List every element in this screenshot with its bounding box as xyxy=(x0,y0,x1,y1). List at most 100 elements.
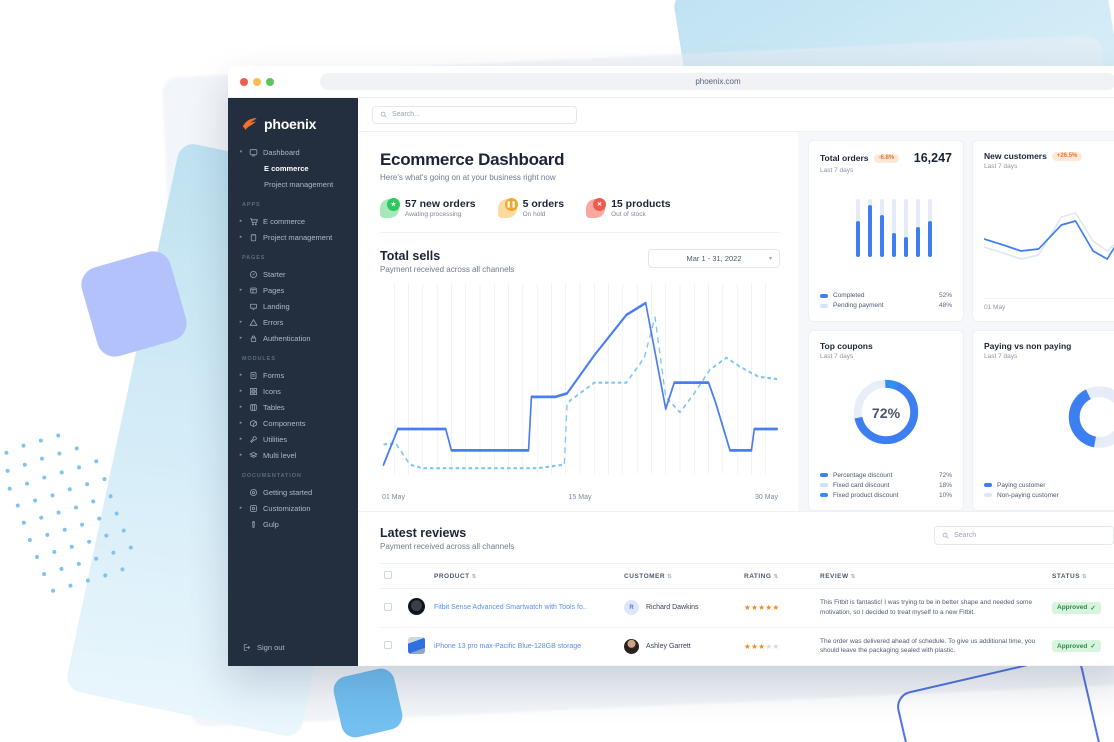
sidebar-section-documentation: DOCUMENTATION xyxy=(242,473,302,479)
sort-icon: ⇅ xyxy=(667,573,673,580)
sidebar-item-apps-ecommerce[interactable]: ▸ E commerce xyxy=(228,213,358,229)
chevron-right-icon: ▸ xyxy=(239,452,243,458)
sidebar-item-utilities[interactable]: ▸ Utilities xyxy=(228,431,358,447)
row-checkbox-cell[interactable] xyxy=(380,588,404,628)
table-header-row: PRODUCT ⇅ CUSTOMER ⇅ RATING ⇅ REVIEW ⇅ STATU… xyxy=(380,563,1114,589)
sidebar: phoenix ▾ Dashboard E commerce Project m… xyxy=(228,98,358,666)
stat-strip: ★ 57 new orders Awating processing ❚❚ 5 … xyxy=(380,197,780,233)
table-row[interactable]: Fitbit Sense Advanced Smartwatch with To… xyxy=(380,588,1114,628)
column-rating[interactable]: RATING ⇅ xyxy=(740,563,816,589)
table-row[interactable]: iPhone 13 pro max-Pacific Blue-128GB sto… xyxy=(380,627,1114,666)
row-status-cell: Approved ✓ xyxy=(1048,588,1114,628)
chevron-down-icon: ▾ xyxy=(768,256,772,262)
sidebar-item-components[interactable]: ▸ Components xyxy=(228,415,358,431)
chevron-right-icon: ▸ xyxy=(239,404,243,410)
sidebar-item-errors[interactable]: ▸ Errors xyxy=(228,314,358,330)
column-status[interactable]: STATUS ⇅ xyxy=(1048,563,1114,589)
donut-center-value: 72% xyxy=(872,405,901,421)
checkbox-icon[interactable] xyxy=(384,641,392,650)
stat-label: On hold xyxy=(522,211,546,218)
product-link[interactable]: iPhone 13 pro max-Pacific Blue-128GB sto… xyxy=(434,642,582,650)
column-review[interactable]: REVIEW ⇅ xyxy=(816,563,1048,589)
status-label: Approved xyxy=(1057,604,1088,612)
legend-swatch xyxy=(820,303,828,308)
sidebar-item-getting-started[interactable]: Getting started xyxy=(228,484,358,500)
series-previous xyxy=(984,211,1114,260)
date-range-select[interactable]: Mar 1 - 31, 2022 ▾ xyxy=(648,249,780,268)
minimize-window-icon[interactable] xyxy=(253,77,261,86)
checkbox-icon[interactable] xyxy=(384,602,392,611)
sidebar-subitem-ecommerce[interactable]: E commerce xyxy=(264,163,309,173)
card-paying-vs-non-paying: Paying vs non paying Last 7 days xyxy=(972,329,1114,511)
card-title-text: Top coupons xyxy=(820,340,873,351)
sidebar-item-icons[interactable]: ▸ Icons xyxy=(228,383,358,399)
product-link[interactable]: Fitbit Sense Advanced Smartwatch with To… xyxy=(434,604,587,612)
column-label: STATUS xyxy=(1052,572,1081,580)
sidebar-section-apps: APPS xyxy=(242,202,261,208)
card-total-orders: Total orders -6.8% 16,247 Last 7 days xyxy=(808,140,964,322)
sort-icon: ⇅ xyxy=(850,573,856,580)
sign-out-button[interactable]: Sign out xyxy=(228,633,358,666)
star-badge-icon: ★ xyxy=(380,197,400,218)
sidebar-item-customization[interactable]: ▸ Customization xyxy=(228,500,358,516)
sidebar-item-label: Gulp xyxy=(263,519,279,529)
close-window-icon[interactable] xyxy=(240,77,248,86)
traffic-lights[interactable] xyxy=(240,77,274,86)
legend-label: Fixed product discount xyxy=(833,491,899,499)
status-label: Approved xyxy=(1057,642,1088,650)
rating-stars: ★★★★★ xyxy=(744,641,780,651)
cards-row-2: Top coupons Last 7 days 72% xyxy=(808,329,1114,511)
brand[interactable]: phoenix xyxy=(228,108,358,144)
settings-icon xyxy=(249,504,258,513)
column-product[interactable]: PRODUCT ⇅ xyxy=(430,563,620,589)
column-label: CUSTOMER xyxy=(624,572,666,580)
url-text: phoenix.com xyxy=(695,77,741,86)
rocket-icon xyxy=(249,488,258,497)
sidebar-item-apps-project-management[interactable]: ▸ Project management xyxy=(228,229,358,245)
stat-on-hold[interactable]: ❚❚ 5 orders On hold xyxy=(497,197,565,218)
status-badge: Approved ✓ xyxy=(1052,601,1101,614)
card-new-customers: New customers +26.5% Last 7 days xyxy=(972,140,1114,322)
reviews-search-input[interactable]: Search xyxy=(934,526,1114,545)
select-all-header[interactable] xyxy=(380,563,404,589)
chevron-right-icon: ▸ xyxy=(239,287,243,293)
sidebar-item-authentication[interactable]: ▸ Authentication xyxy=(228,330,358,346)
x-tick: 30 May xyxy=(755,494,778,501)
stat-new-orders[interactable]: ★ 57 new orders Awating processing xyxy=(380,197,476,218)
url-bar[interactable]: phoenix.com xyxy=(320,73,1114,90)
sign-out-label: Sign out xyxy=(257,643,285,652)
sidebar-item-dashboard[interactable]: ▾ Dashboard xyxy=(228,144,358,160)
sidebar-item-landing[interactable]: Landing xyxy=(228,298,358,314)
row-thumb-cell xyxy=(404,627,430,666)
sidebar-item-label: Tables xyxy=(263,402,285,412)
sidebar-item-pages[interactable]: ▸ Pages xyxy=(228,282,358,298)
stat-out-of-stock[interactable]: ✕ 15 products Out of stock xyxy=(586,197,671,218)
sidebar-item-gulp[interactable]: Gulp xyxy=(228,516,358,532)
sort-icon: ⇅ xyxy=(1082,573,1088,580)
card-legend: Paying customer Non-paying customer xyxy=(984,480,1114,500)
chart-gridlines xyxy=(393,284,767,475)
maximize-window-icon[interactable] xyxy=(266,77,274,86)
card-axis-label: 01 May xyxy=(984,297,1114,311)
legend-label: Paying customer xyxy=(997,481,1046,489)
checkbox-icon[interactable] xyxy=(384,571,392,579)
sidebar-item-starter[interactable]: Starter xyxy=(228,266,358,282)
card-legend: Completed 52% Pending payment 48% xyxy=(820,291,952,311)
x-tick: 15 May xyxy=(568,494,592,501)
stat-value: 5 orders xyxy=(522,198,565,210)
search-input[interactable]: Search... xyxy=(372,105,577,124)
main-area: Search... Ecommerce Dashboard Here's wha… xyxy=(358,98,1114,666)
sidebar-item-label: Customization xyxy=(263,503,311,513)
sidebar-item-tables[interactable]: ▸ Tables xyxy=(228,399,358,415)
series-previous-period xyxy=(383,316,778,470)
column-customer[interactable]: CUSTOMER ⇅ xyxy=(620,563,740,589)
row-product-cell[interactable]: Fitbit Sense Advanced Smartwatch with To… xyxy=(430,588,620,628)
sidebar-item-forms[interactable]: ▸ Forms xyxy=(228,367,358,383)
row-checkbox-cell[interactable] xyxy=(380,627,404,666)
sidebar-subitem-project-management[interactable]: Project management xyxy=(264,179,334,189)
search-placeholder: Search... xyxy=(392,111,421,118)
row-product-cell[interactable]: iPhone 13 pro max-Pacific Blue-128GB sto… xyxy=(430,627,620,666)
sidebar-item-multi-level[interactable]: ▸ Multi level xyxy=(228,447,358,463)
avatar xyxy=(624,638,639,654)
sidebar-item-label: Starter xyxy=(263,269,286,279)
